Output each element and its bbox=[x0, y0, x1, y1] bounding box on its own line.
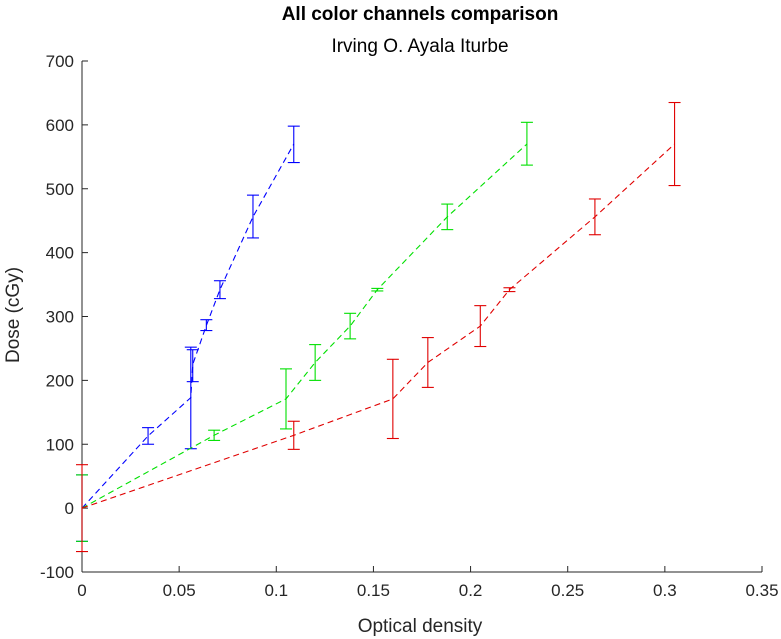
series-1 bbox=[76, 121, 533, 542]
x-tick-label: 0.2 bbox=[459, 581, 483, 600]
x-tick-label: 0.1 bbox=[264, 581, 288, 600]
chart-title: All color channels comparison bbox=[282, 4, 559, 25]
error-bar bbox=[76, 464, 88, 553]
series-line bbox=[81, 143, 675, 509]
error-bar bbox=[668, 101, 681, 187]
error-bar bbox=[280, 368, 292, 430]
series-line bbox=[81, 143, 528, 509]
error-bar bbox=[287, 125, 300, 164]
error-bar bbox=[142, 427, 155, 445]
error-bar bbox=[474, 305, 487, 348]
error-bar bbox=[371, 287, 384, 292]
y-tick-label: 400 bbox=[46, 244, 74, 263]
error-bar bbox=[246, 194, 259, 239]
error-bar bbox=[184, 346, 197, 450]
y-tick-label: -100 bbox=[40, 563, 74, 582]
error-bar bbox=[200, 319, 213, 332]
series-layer bbox=[76, 101, 681, 553]
y-tick-label: 500 bbox=[46, 180, 74, 199]
x-axis-label: Optical density bbox=[358, 616, 483, 637]
y-tick-label: 600 bbox=[46, 116, 74, 135]
y-tick-label: 0 bbox=[65, 499, 74, 518]
error-bar bbox=[309, 344, 322, 381]
error-bar bbox=[421, 337, 434, 388]
x-tick-label: 0 bbox=[77, 581, 86, 600]
series-line bbox=[81, 143, 295, 509]
y-tick-label: 300 bbox=[46, 308, 74, 327]
error-bar bbox=[208, 429, 221, 441]
x-tick-label: 0.05 bbox=[163, 581, 196, 600]
y-tick-label: 200 bbox=[46, 371, 74, 390]
error-bar bbox=[503, 287, 516, 293]
y-axis-label: Dose (cGy) bbox=[3, 267, 24, 363]
x-tick-label: 0.3 bbox=[653, 581, 677, 600]
error-bar bbox=[588, 198, 601, 236]
error-bar bbox=[386, 358, 399, 440]
error-bar bbox=[441, 203, 454, 231]
error-bar bbox=[287, 420, 300, 450]
series-2 bbox=[76, 101, 681, 553]
error-bar bbox=[344, 312, 357, 340]
chart-subtitle: Irving O. Ayala Iturbe bbox=[331, 36, 508, 57]
x-tick-label: 0.15 bbox=[357, 581, 390, 600]
x-tick-label: 0.35 bbox=[745, 581, 778, 600]
error-bar bbox=[186, 349, 199, 383]
x-tick-label: 0.25 bbox=[551, 581, 584, 600]
axes: 0 0.05 0.1 0.15 0.2 0.25 0.3 0.35-1000100200300… bbox=[40, 52, 779, 600]
series-0 bbox=[76, 125, 300, 542]
y-tick-label: 100 bbox=[46, 435, 74, 454]
error-bar bbox=[520, 121, 533, 166]
error-bar bbox=[213, 280, 226, 300]
y-tick-label: 700 bbox=[46, 52, 74, 71]
